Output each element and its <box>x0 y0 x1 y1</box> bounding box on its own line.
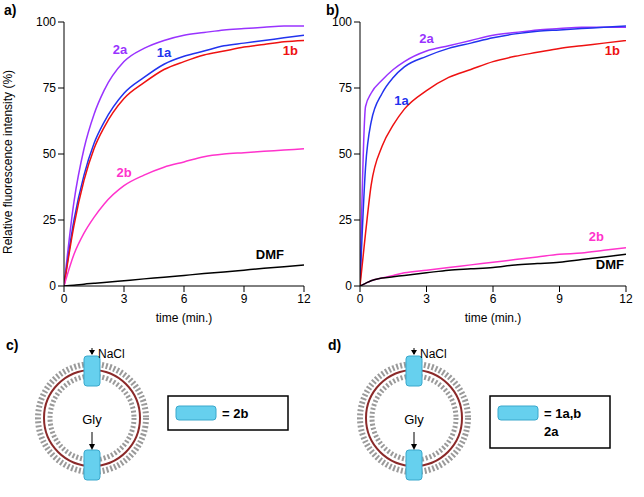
svg-text:9: 9 <box>241 292 248 306</box>
svg-text:Gly: Gly <box>82 412 102 427</box>
svg-text:DMF: DMF <box>256 247 284 262</box>
svg-text:time (min.): time (min.) <box>465 311 522 325</box>
svg-text:50: 50 <box>43 147 57 161</box>
svg-text:2b: 2b <box>116 165 131 180</box>
svg-text:3: 3 <box>423 292 430 306</box>
svg-text:= 1a,b: = 1a,b <box>544 406 581 421</box>
svg-text:3: 3 <box>121 292 128 306</box>
svg-text:0: 0 <box>345 279 352 293</box>
svg-text:d): d) <box>328 337 341 353</box>
svg-text:12: 12 <box>297 292 311 306</box>
svg-text:c): c) <box>6 337 18 353</box>
svg-text:100: 100 <box>36 15 56 29</box>
svg-text:25: 25 <box>339 213 353 227</box>
svg-text:1b: 1b <box>283 43 298 58</box>
svg-text:1a: 1a <box>157 45 172 60</box>
svg-text:0: 0 <box>49 279 56 293</box>
svg-text:1b: 1b <box>605 43 620 58</box>
svg-text:50: 50 <box>339 147 353 161</box>
svg-text:6: 6 <box>181 292 188 306</box>
html-text:a): a) <box>4 2 17 18</box>
svg-text:2a: 2a <box>113 42 128 57</box>
svg-text:NaCl: NaCl <box>98 347 125 361</box>
svg-text:75: 75 <box>339 81 353 95</box>
svg-text:Relative fluorescence intensit: Relative fluorescence intensity (%) <box>1 70 15 254</box>
svg-text:Gly: Gly <box>404 412 424 427</box>
svg-text:0: 0 <box>61 292 68 306</box>
svg-text:= 2b: = 2b <box>222 406 248 421</box>
html-text:b): b) <box>326 2 340 18</box>
svg-text:12: 12 <box>619 292 633 306</box>
svg-text:time (min.): time (min.) <box>156 311 213 325</box>
svg-text:1a: 1a <box>394 93 409 108</box>
svg-text:2a: 2a <box>419 31 434 46</box>
svg-text:NaCl: NaCl <box>420 347 447 361</box>
svg-text:DMF: DMF <box>596 257 624 272</box>
svg-text:2b: 2b <box>589 229 604 244</box>
svg-text:9: 9 <box>556 292 563 306</box>
svg-text:6: 6 <box>490 292 497 306</box>
svg-text:25: 25 <box>43 213 57 227</box>
svg-text:2a: 2a <box>544 424 559 439</box>
svg-text:0: 0 <box>357 292 364 306</box>
svg-text:100: 100 <box>332 15 352 29</box>
svg-text:75: 75 <box>43 81 57 95</box>
